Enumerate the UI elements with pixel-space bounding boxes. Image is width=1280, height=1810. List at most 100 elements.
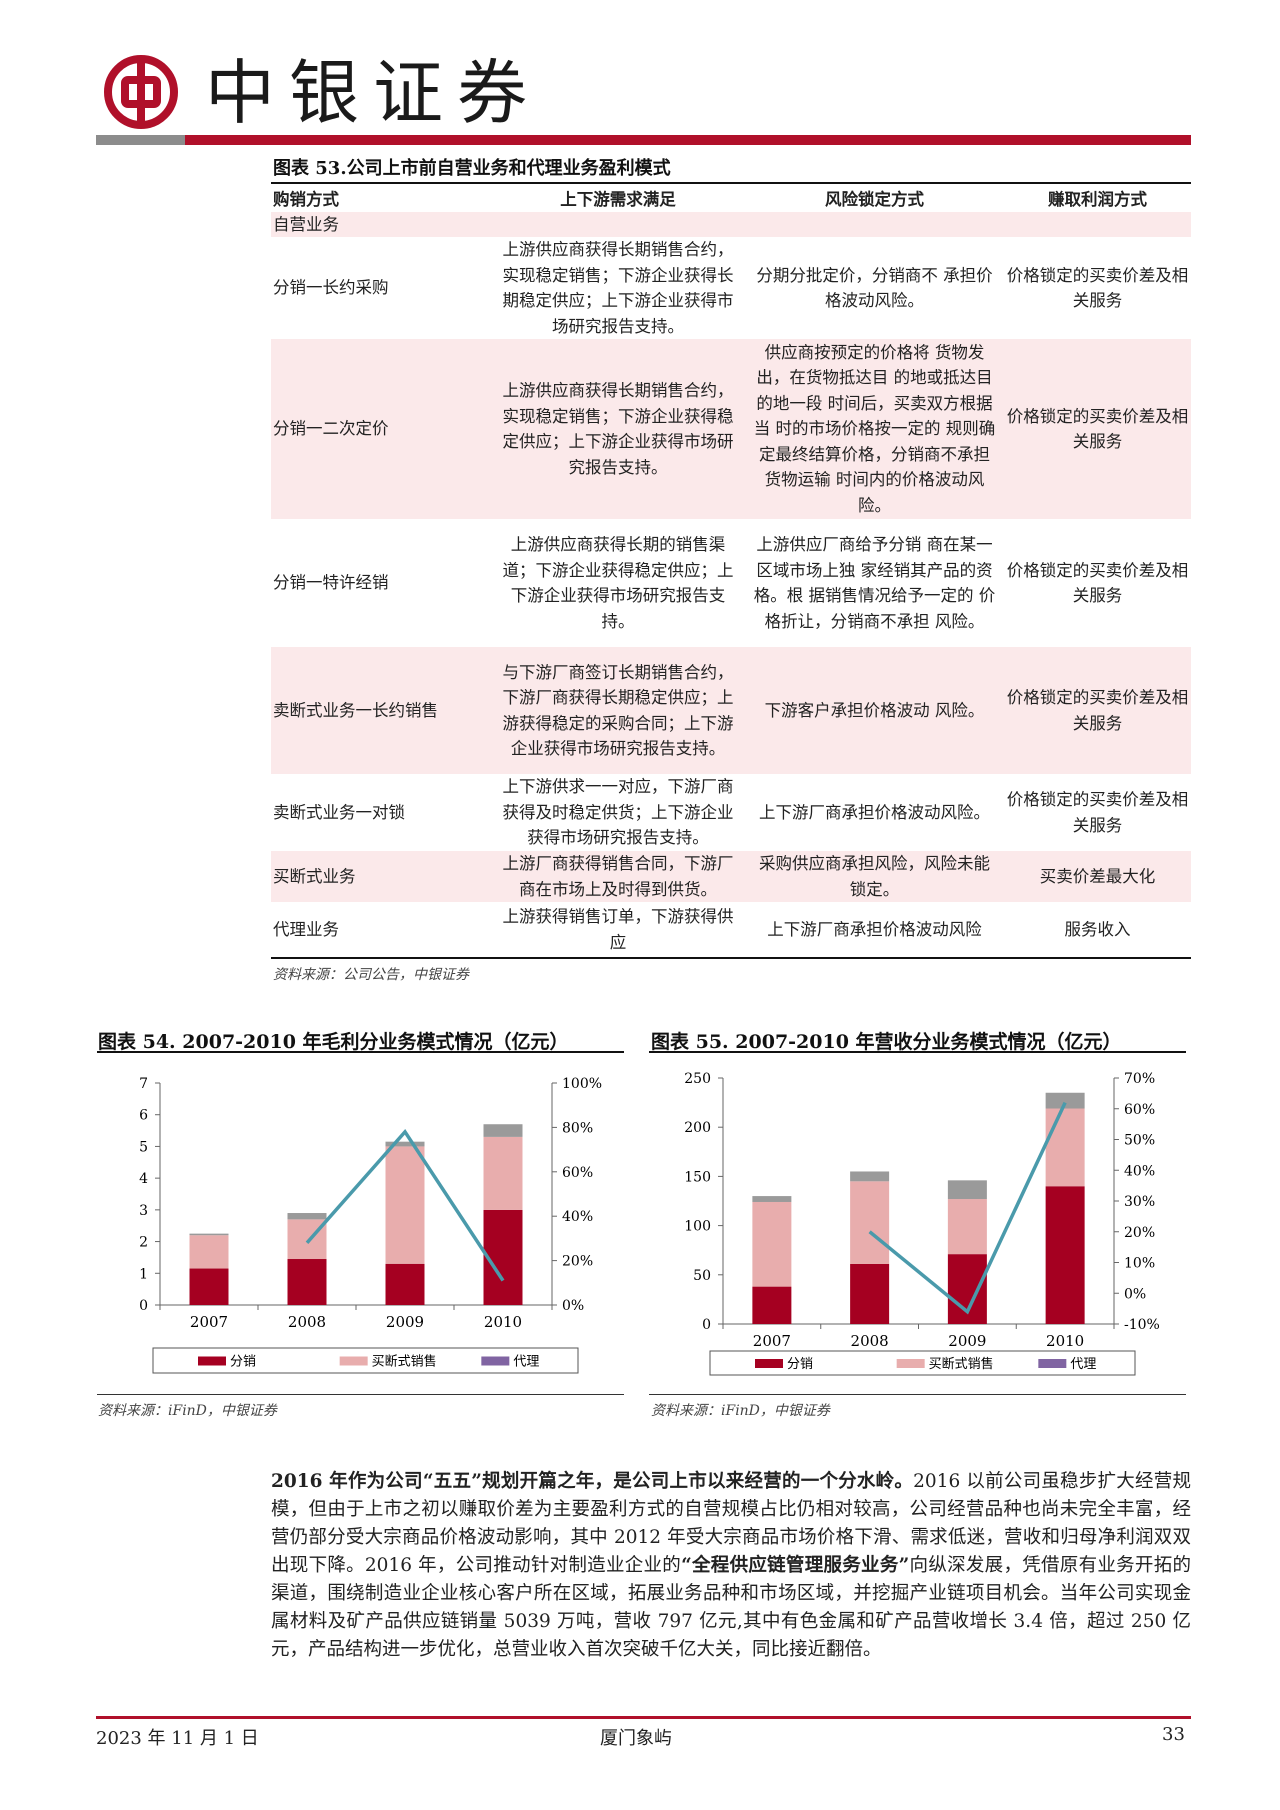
text-segment: 2016 以前公司虽稳步扩大经营规模，但由于上市之初以赚取价差为主要盈利方式的自… xyxy=(271,1471,1192,1576)
table-cell: 买卖价差最大化 xyxy=(1039,866,1156,886)
text-segment: 向纵深发展，凭借原有业务开拓的渠道，围绕制造业企业核心客户所在区域，拓展业务品种… xyxy=(271,1555,1191,1660)
table-row: 卖断式业务一对锁 上下游供求一一对应，下游厂商获得及时稳定供货；上下游企业获得市场… xyxy=(271,774,1191,851)
bar-2-2008 xyxy=(850,1171,890,1182)
bar-1-2009 xyxy=(385,1146,425,1264)
chart-55-title: 图表 55. 2007-2010 年营收分业务模式情况（亿元） xyxy=(651,1031,1122,1053)
table-row: 分销一二次定价 上游供应商获得长期销售合约，实现稳定销售；下游企业获得稳定供应；上… xyxy=(271,339,1191,519)
table-cell: 自营业务 xyxy=(273,214,339,234)
table-cell: 上游获得销售订单，下游获得供应 xyxy=(502,907,734,952)
divider xyxy=(97,1051,624,1053)
y2-tick-label: 60% xyxy=(1124,1102,1155,1118)
x-tick-label: 2009 xyxy=(386,1313,424,1331)
bar-0-2010 xyxy=(483,1209,523,1305)
divider xyxy=(271,957,1191,959)
table-cell: 上下游厂商承担价格波动风险。 xyxy=(759,802,990,822)
x-tick-label: 2007 xyxy=(190,1313,228,1331)
y2-tick-label: 0% xyxy=(1124,1286,1146,1302)
x-tick-label: 2008 xyxy=(288,1313,326,1331)
bar-1-2010 xyxy=(1045,1108,1085,1187)
table-header-row: 购销方式 上下游需求满足 风险锁定方式 赚取利润方式 xyxy=(271,188,1191,212)
footer-company: 厦门象屿 xyxy=(600,1728,672,1749)
legend-label: 代理 xyxy=(513,1355,539,1370)
footer-divider xyxy=(96,1716,1191,1719)
header-bar-red xyxy=(185,135,1191,145)
column-header: 赚取利润方式 xyxy=(1048,190,1147,210)
y2-tick-label: 20% xyxy=(1124,1225,1155,1241)
table-cell: 代理业务 xyxy=(273,919,339,939)
y-tick-label: 0 xyxy=(139,1298,148,1314)
legend-label: 买断式销售 xyxy=(929,1356,994,1372)
table-cell: 服务收入 xyxy=(1064,919,1131,939)
bank-logo-icon xyxy=(104,55,178,129)
divider xyxy=(649,1051,1186,1053)
legend-swatch xyxy=(198,1356,226,1366)
x-tick-label: 2010 xyxy=(1046,1332,1084,1350)
table-cell: 价格锁定的买卖价差及相关服务 xyxy=(1006,560,1189,606)
table-body: 自营业务分销一长约采购 上游供应商获得长期销售合约，实现稳定销售；下游企业获得长期… xyxy=(271,212,1191,957)
bar-2-2010 xyxy=(1045,1092,1085,1109)
table-row: 分销一长约采购 上游供应商获得长期销售合约，实现稳定销售；下游企业获得长期稳定供应… xyxy=(271,237,1191,339)
bar-2-2009 xyxy=(947,1180,987,1200)
body-paragraph: 2016 年作为公司“五五”规划开篇之年，是公司上市以来经营的一个分水岭。201… xyxy=(271,1468,1191,1664)
y-tick-label: 3 xyxy=(139,1203,148,1219)
bar-2-2009 xyxy=(385,1141,425,1147)
y-tick-label: 5 xyxy=(139,1139,148,1155)
divider xyxy=(97,1394,624,1395)
table-cell: 上下游厂商承担价格波动风险 xyxy=(767,919,982,939)
table-row: 代理业务 上游获得销售订单，下游获得供应 上下游厂商承担价格波动风险 服务收入 xyxy=(271,902,1191,957)
y2-tick-label: 70% xyxy=(1124,1071,1155,1087)
brand-name: 中银证券 xyxy=(205,52,541,134)
y-tick-label: 200 xyxy=(684,1120,711,1136)
x-tick-label: 2009 xyxy=(948,1332,986,1350)
bold-text: 2016 年作为公司“五五”规划开篇之年，是公司上市以来经营的一个分水岭。 xyxy=(271,1471,914,1492)
bold-text: “全程供应链管理服务业务” xyxy=(681,1555,910,1576)
bar-2-2007 xyxy=(752,1196,792,1202)
legend-label: 分销 xyxy=(230,1355,256,1370)
table-cell: 分销一二次定价 xyxy=(273,419,389,439)
y-tick-label: 100 xyxy=(684,1219,711,1235)
table-cell: 分销一特许经销 xyxy=(273,573,389,593)
y-tick-label: 4 xyxy=(139,1171,148,1187)
table-cell: 分期分批定价，分销商不 承担价格波动风险。 xyxy=(756,265,993,311)
table-53-title: 图表 53.公司上市前自营业务和代理业务盈利模式 xyxy=(273,158,671,179)
table-cell: 上游供应商获得长期销售合约，实现稳定销售；下游企业获得稳定供应；上下游企业获得市… xyxy=(502,381,734,477)
bar-1-2007 xyxy=(752,1201,792,1287)
y-tick-label: 2 xyxy=(139,1235,148,1251)
table-cell: 上游厂商获得销售合同，下游厂商在市场上及时得到供货。 xyxy=(502,854,734,899)
legend-swatch xyxy=(1038,1359,1067,1368)
table-cell: 卖断式业务一长约销售 xyxy=(273,700,438,720)
table-cell: 价格锁定的买卖价差及相关服务 xyxy=(1006,265,1189,311)
bar-0-2007 xyxy=(752,1286,792,1324)
header-bar-grey xyxy=(96,135,185,145)
table-cell: 下游客户承担价格波动 风险。 xyxy=(764,700,985,720)
y2-tick-label: 40% xyxy=(1124,1163,1155,1179)
y2-tick-label: 0% xyxy=(562,1298,584,1314)
y2-tick-label: 60% xyxy=(562,1165,593,1181)
table-source: 资料来源：公司公告，中银证券 xyxy=(273,967,469,983)
bar-2-2007 xyxy=(189,1233,229,1236)
y2-tick-label: 20% xyxy=(562,1254,593,1270)
bar-1-2010 xyxy=(483,1136,523,1210)
table-cell: 与下游厂商签订长期销售合约，下游厂商获得长期稳定供应；上游获得稳定的采购合同；上… xyxy=(502,662,734,759)
bar-0-2010 xyxy=(1045,1186,1085,1324)
x-tick-label: 2007 xyxy=(753,1332,791,1350)
chart-54: 0 1 2 3 4 5 6 7 0% 20% 40% 60% 80% 100% 2007 2008 2009 20… xyxy=(139,1076,602,1374)
y-tick-label: 50 xyxy=(693,1268,711,1284)
chart-55: 0 50 100 150 200 250 -10% 0% 10% 20% 30% 40% 50% 60% 7… xyxy=(684,1071,1160,1376)
y-tick-label: 0 xyxy=(702,1317,711,1333)
x-tick-label: 2010 xyxy=(484,1313,522,1331)
table-cell: 买断式业务 xyxy=(273,866,356,886)
table-cell: 采购供应商承担风险，风险未能锁定。 xyxy=(759,854,990,899)
y-tick-label: 250 xyxy=(684,1071,711,1087)
x-tick-label: 2008 xyxy=(851,1332,889,1350)
chart-54-source: 资料来源：iFinD，中银证券 xyxy=(98,1403,277,1419)
legend-swatch xyxy=(755,1359,783,1368)
bar-1-2009 xyxy=(947,1199,987,1255)
legend-swatch xyxy=(339,1356,368,1366)
column-header: 购销方式 xyxy=(273,190,339,210)
y2-tick-label: 10% xyxy=(1124,1256,1155,1272)
bar-0-2008 xyxy=(287,1259,327,1305)
table-cell: 价格锁定的买卖价差及相关服务 xyxy=(1006,688,1189,733)
y-tick-label: 1 xyxy=(139,1266,148,1282)
column-header: 上下游需求满足 xyxy=(560,190,676,210)
